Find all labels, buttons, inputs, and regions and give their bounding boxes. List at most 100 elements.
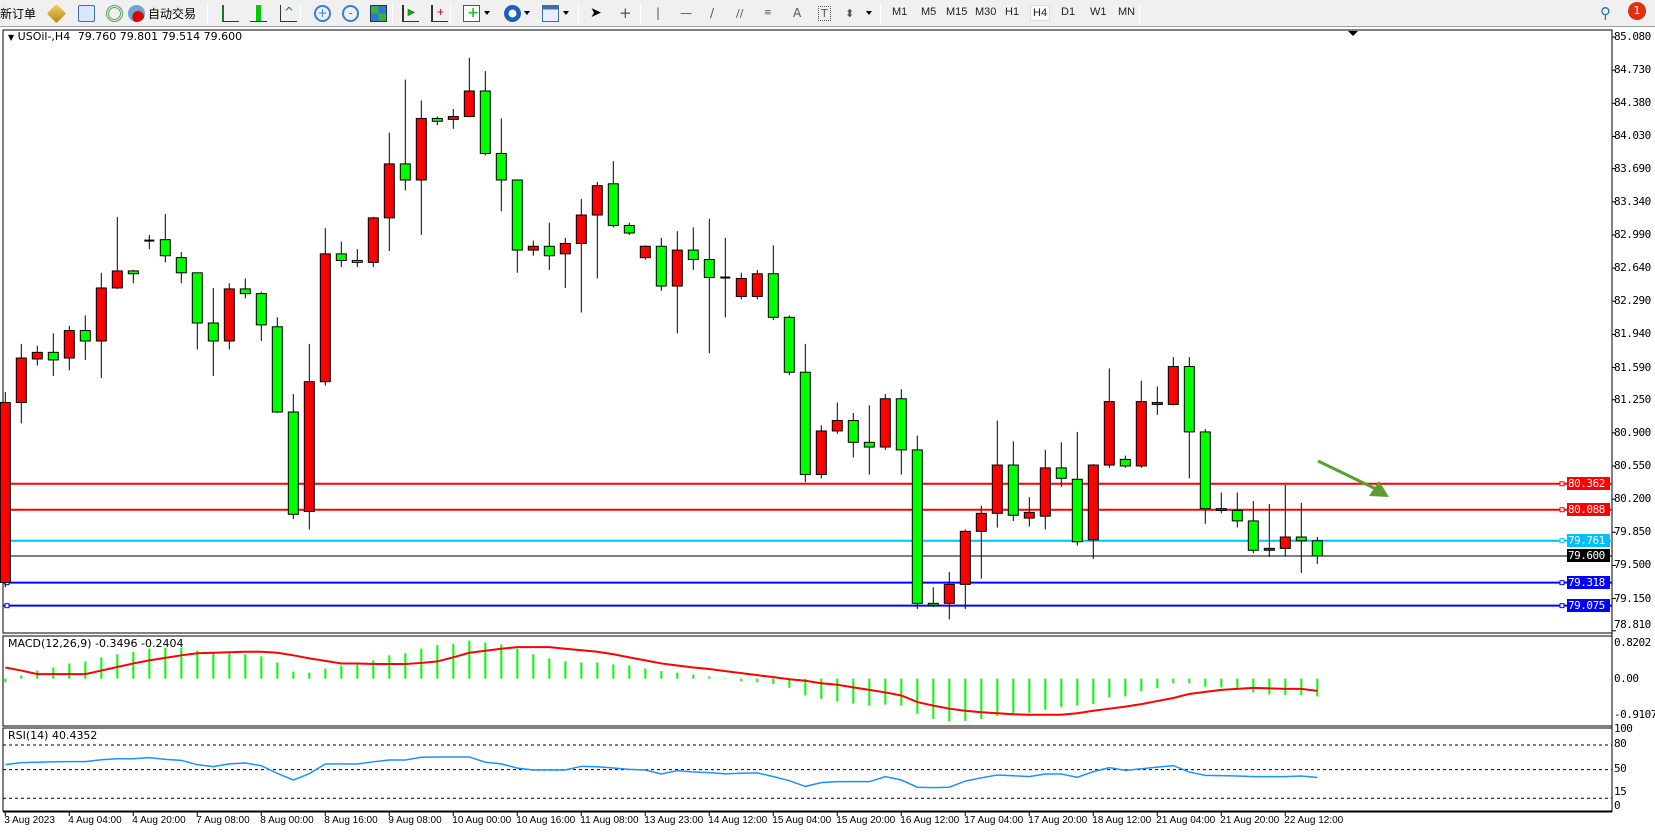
- timeframe-m30[interactable]: M30: [975, 6, 997, 18]
- candle-body: [63, 330, 75, 359]
- trendline-icon[interactable]: /: [710, 6, 715, 20]
- text-icon[interactable]: A: [793, 6, 802, 20]
- candle-body: [1215, 508, 1227, 511]
- line-chart-icon[interactable]: ^: [280, 5, 297, 22]
- toolbar-separator: [880, 3, 881, 24]
- candle-body: [591, 185, 603, 216]
- time-axis-label: 15 Aug 20:00: [836, 815, 896, 826]
- line-handle: [1559, 580, 1565, 586]
- candle: [255, 291, 267, 341]
- candle-body: [671, 249, 683, 287]
- candlestick-icon[interactable]: [250, 5, 267, 22]
- candle: [1103, 368, 1115, 468]
- candle: [847, 412, 859, 458]
- auto-trading-button[interactable]: 自动交易: [148, 6, 197, 21]
- candle: [1199, 429, 1211, 524]
- candle-body: [607, 183, 619, 226]
- vertical-line-icon[interactable]: |: [656, 6, 661, 20]
- toolbar-separator: [392, 3, 393, 24]
- timeframe-d1[interactable]: D1: [1061, 6, 1076, 18]
- tile-windows-icon[interactable]: [370, 5, 387, 22]
- indicators-icon[interactable]: +: [463, 5, 480, 22]
- time-axis-label: 13 Aug 23:00: [644, 815, 704, 826]
- candle: [287, 394, 299, 520]
- bar-chart-icon[interactable]: [222, 5, 239, 22]
- candle-body: [1167, 366, 1179, 405]
- rsi-line: [5, 756, 1318, 789]
- price-axis-label: 81.940: [1614, 327, 1651, 341]
- candle: [1215, 492, 1227, 514]
- time-axis-label: 7 Aug 08:00: [196, 815, 250, 826]
- timeframe-m1[interactable]: M1: [892, 6, 908, 18]
- price-axis-label: 84.730: [1614, 63, 1651, 77]
- candle-body: [1151, 402, 1163, 405]
- candle: [1023, 497, 1035, 527]
- candle: [207, 287, 219, 377]
- line-handle: [1559, 481, 1565, 487]
- toolbar-separator: [578, 3, 579, 24]
- candle: [735, 272, 747, 300]
- candle-body: [1199, 431, 1211, 510]
- candle: [63, 325, 75, 371]
- candle-body: [271, 326, 283, 413]
- candle-body: [351, 259, 363, 263]
- macd-axis-label: 0.8202: [1614, 636, 1651, 649]
- time-axis-label: 9 Aug 08:00: [388, 815, 442, 826]
- search-icon[interactable]: ⚲: [1600, 4, 1611, 22]
- candle-body: [79, 330, 91, 342]
- notification-badge[interactable]: 1: [1628, 2, 1646, 20]
- candle: [159, 214, 171, 263]
- timeframe-h1[interactable]: H1: [1005, 6, 1020, 18]
- crosshair-icon[interactable]: +: [619, 4, 632, 22]
- auto-trading-icon[interactable]: [128, 5, 145, 22]
- candle: [15, 343, 27, 424]
- templates-icon[interactable]: [542, 5, 559, 22]
- arrows-icon[interactable]: ⬍: [845, 6, 855, 20]
- candle: [463, 57, 475, 118]
- navigator-icon[interactable]: [106, 5, 123, 22]
- data-window-icon[interactable]: [78, 5, 95, 22]
- timeframe-w1[interactable]: W1: [1090, 6, 1107, 18]
- candle: [111, 216, 123, 289]
- auto-scroll-icon[interactable]: ▶: [402, 5, 419, 22]
- horizontal-line-icon[interactable]: —: [680, 6, 692, 20]
- chevron-down-icon[interactable]: [866, 11, 872, 15]
- candle: [31, 345, 43, 366]
- candle-body: [127, 270, 139, 275]
- candle: [543, 222, 555, 270]
- time-axis-label: 8 Aug 00:00: [260, 815, 314, 826]
- equidistant-channel-icon[interactable]: //: [736, 6, 744, 20]
- candle-body: [479, 90, 491, 154]
- candle-body: [415, 117, 427, 181]
- periods-icon[interactable]: [504, 5, 521, 22]
- chart-menu-triangle-icon[interactable]: ▼: [8, 33, 15, 42]
- cursor-icon[interactable]: ➤: [590, 5, 602, 21]
- rsi-axis-label: 80: [1614, 737, 1627, 750]
- candle: [335, 241, 347, 268]
- chevron-down-icon[interactable]: [524, 11, 530, 15]
- candle: [767, 245, 779, 321]
- zoom-out-icon[interactable]: -: [342, 5, 359, 22]
- fibonacci-icon[interactable]: ≡: [764, 8, 772, 18]
- chevron-down-icon[interactable]: [484, 11, 490, 15]
- text-label-icon[interactable]: T: [818, 6, 831, 21]
- timeframe-mn[interactable]: MN: [1118, 6, 1136, 18]
- timeframe-m5[interactable]: M5: [921, 6, 937, 18]
- candle-body: [575, 214, 587, 244]
- timeframe-m15[interactable]: M15: [946, 6, 968, 18]
- zoom-in-icon[interactable]: +: [314, 5, 331, 22]
- candle-body: [767, 273, 779, 318]
- new-order-button[interactable]: 新订单: [0, 6, 37, 21]
- time-axis-label: 8 Aug 16:00: [324, 815, 378, 826]
- toolbar: 新订单 自动交易 ^ + - ▶ + + ➤ + | — / // ≡ A T …: [0, 0, 1655, 27]
- candle-body: [655, 245, 667, 287]
- candle-body: [895, 398, 907, 451]
- candle: [191, 272, 203, 350]
- chart-shift-icon[interactable]: +: [431, 5, 448, 22]
- timeframe-h4[interactable]: H4: [1030, 5, 1051, 21]
- chevron-down-icon[interactable]: [563, 11, 569, 15]
- line-handle: [1559, 603, 1565, 609]
- candle: [1167, 357, 1179, 406]
- time-axis-label: 18 Aug 12:00: [1092, 815, 1152, 826]
